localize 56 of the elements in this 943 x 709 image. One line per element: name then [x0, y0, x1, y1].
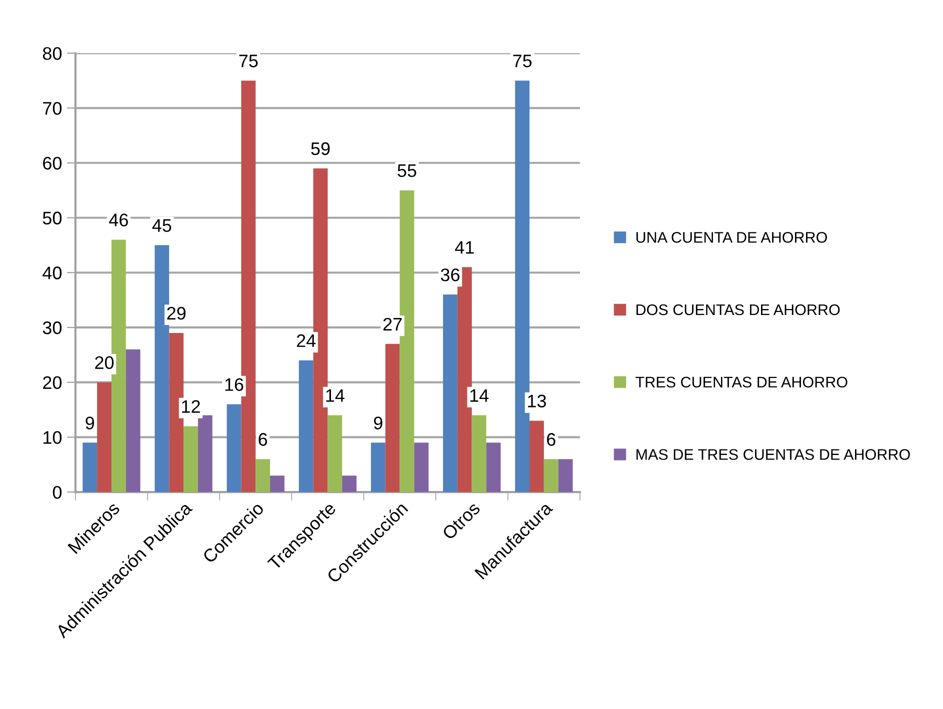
data-label: 24 — [296, 334, 316, 347]
data-label: 6 — [547, 433, 556, 446]
legend-label: TRES CUENTAS DE AHORRO — [636, 376, 848, 388]
data-label: 6 — [258, 433, 268, 446]
y-tick-label: 50 — [42, 212, 62, 224]
bar — [558, 459, 573, 492]
bar — [270, 476, 284, 492]
data-label: 59 — [311, 142, 330, 156]
bar — [529, 420, 544, 492]
bar — [544, 459, 558, 492]
data-label: 13 — [528, 394, 546, 408]
data-label: 55 — [398, 164, 416, 178]
y-tick-label: 10 — [44, 431, 62, 444]
bar — [126, 349, 140, 492]
bar — [97, 382, 112, 492]
bar — [472, 415, 486, 492]
data-label: 14 — [326, 389, 344, 402]
bar — [169, 332, 184, 492]
data-label: 12 — [182, 400, 200, 413]
bar — [82, 442, 98, 492]
bar — [184, 426, 198, 492]
data-label: 75 — [513, 54, 532, 68]
data-label: 29 — [167, 306, 186, 320]
y-tick-label: 0 — [52, 486, 62, 499]
legend-label: MAS DE TRES CUENTAS DE AHORRO — [636, 449, 910, 460]
bar — [198, 415, 212, 492]
bar — [226, 404, 242, 492]
data-label: 16 — [225, 378, 244, 391]
data-label: 9 — [86, 416, 94, 430]
data-label: 20 — [95, 356, 114, 370]
data-label: 27 — [383, 318, 402, 330]
y-tick-label: 80 — [42, 47, 62, 60]
bar — [256, 459, 270, 492]
data-label: 36 — [440, 268, 460, 282]
data-label: 45 — [152, 219, 172, 232]
data-label: 41 — [455, 241, 474, 254]
data-label: 9 — [374, 416, 382, 430]
legend-label: UNA CUENTA DE AHORRO — [636, 232, 827, 243]
bar — [385, 344, 400, 492]
bar — [486, 442, 501, 492]
bar — [298, 360, 314, 492]
bar — [328, 415, 342, 492]
data-label: 46 — [109, 214, 128, 226]
y-tick-label: 40 — [42, 266, 62, 280]
y-tick-label: 60 — [43, 156, 62, 170]
bar — [515, 80, 530, 492]
bar — [414, 442, 429, 492]
y-tick-label: 20 — [43, 376, 62, 390]
bar — [370, 442, 386, 492]
legend-label: DOS CUENTAS DE AHORRO — [636, 304, 840, 316]
y-tick-label: 70 — [43, 102, 62, 115]
bar — [443, 294, 458, 492]
data-label: 75 — [239, 54, 258, 68]
y-tick-label: 30 — [42, 321, 62, 334]
data-label: 14 — [470, 389, 489, 402]
bar — [342, 476, 357, 492]
